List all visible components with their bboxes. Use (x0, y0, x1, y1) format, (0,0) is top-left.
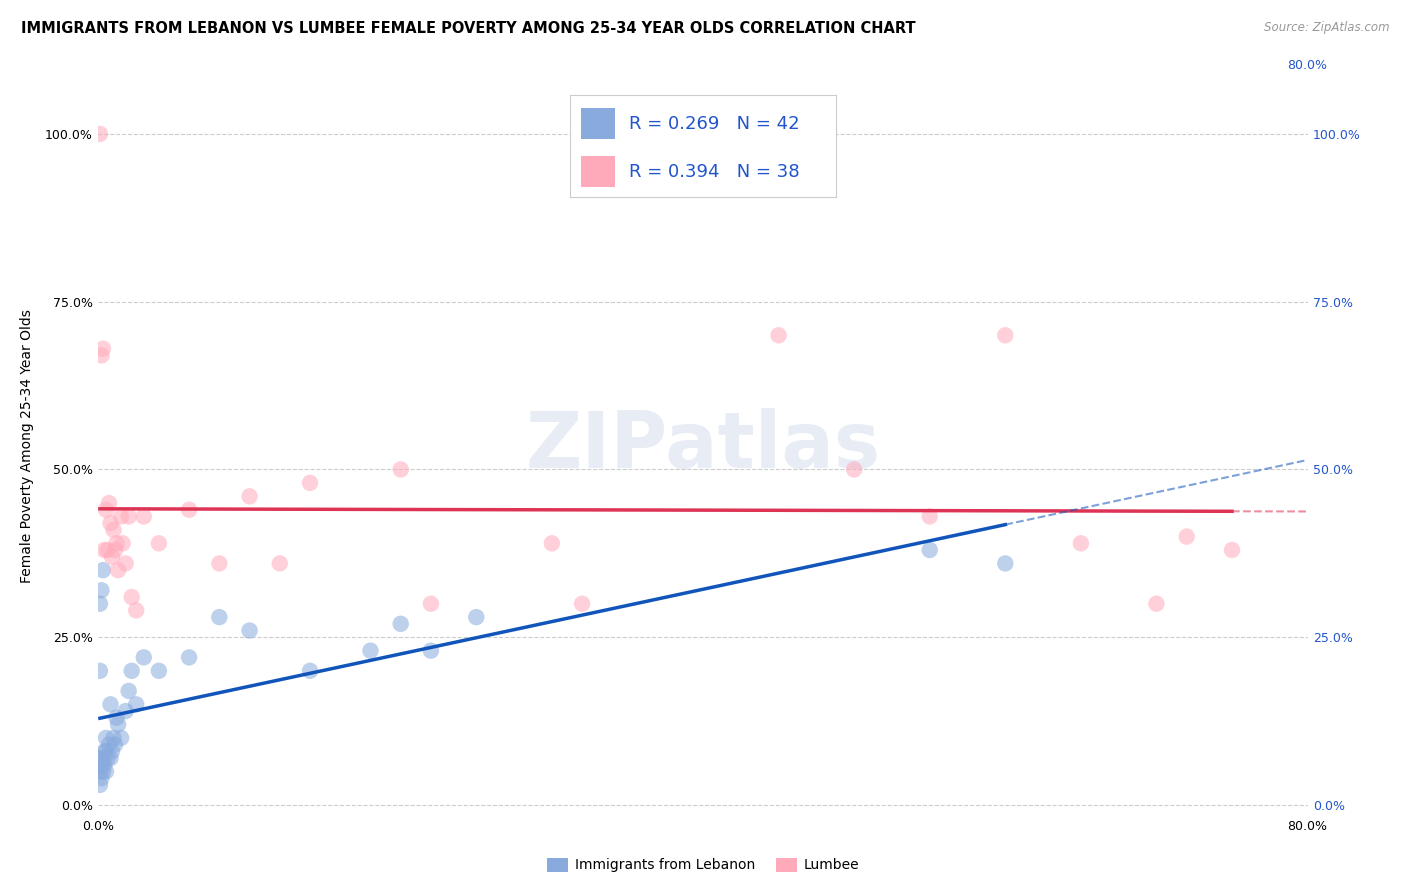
Point (90, 583, 112, 598)
Point (105, 536, 128, 550)
Point (132, 650, 155, 665)
Point (420, 597, 443, 611)
Point (89, 664, 111, 678)
Point (100, 698, 122, 712)
Point (208, 557, 231, 571)
Point (918, 543, 941, 558)
Point (94, 731, 117, 745)
Point (132, 509, 155, 524)
Point (107, 563, 129, 577)
Point (121, 664, 143, 678)
Y-axis label: Female Poverty Among 25-34 Year Olds: Female Poverty Among 25-34 Year Olds (20, 309, 34, 583)
Point (118, 509, 141, 524)
Point (179, 502, 201, 516)
Point (96, 751, 118, 765)
Point (104, 738, 127, 752)
Point (994, 328, 1017, 343)
Text: IMMIGRANTS FROM LEBANON VS LUMBEE FEMALE POVERTY AMONG 25-34 YEAR OLDS CORRELATI: IMMIGRANTS FROM LEBANON VS LUMBEE FEMALE… (21, 21, 915, 36)
Point (918, 509, 941, 524)
Point (994, 557, 1017, 571)
Point (105, 711, 128, 725)
Point (94, 764, 117, 779)
Point (239, 489, 262, 503)
Point (101, 549, 124, 564)
Text: Source: ZipAtlas.com: Source: ZipAtlas.com (1264, 21, 1389, 34)
Point (125, 698, 148, 712)
Point (89, 127, 111, 141)
Point (90, 348, 112, 362)
Point (148, 536, 170, 550)
Point (90, 757, 112, 772)
Point (118, 684, 141, 698)
Point (93, 744, 115, 758)
Point (98, 738, 121, 752)
Point (91, 342, 114, 356)
Point (100, 516, 122, 531)
Point (269, 557, 291, 571)
Point (110, 509, 132, 524)
Point (768, 328, 790, 343)
Point (1070, 536, 1092, 550)
Point (94, 502, 117, 516)
Point (91, 751, 114, 765)
Point (110, 731, 132, 745)
Point (89, 778, 111, 792)
Point (103, 731, 125, 745)
Point (540, 536, 562, 550)
Point (844, 462, 866, 476)
Point (91, 563, 114, 577)
Point (89, 751, 111, 765)
Point (125, 603, 148, 617)
Point (101, 744, 124, 758)
Point (114, 557, 136, 571)
Point (93, 757, 115, 772)
Point (121, 590, 143, 604)
Point (103, 523, 125, 537)
Legend: Immigrants from Lebanon, Lumbee: Immigrants from Lebanon, Lumbee (541, 852, 865, 878)
Point (93, 543, 115, 558)
Point (239, 624, 262, 638)
Point (107, 717, 129, 731)
Point (465, 610, 488, 624)
Text: ZIPatlas: ZIPatlas (526, 408, 880, 484)
Point (1144, 597, 1167, 611)
Point (389, 616, 412, 631)
Point (104, 543, 127, 558)
Point (1220, 543, 1243, 558)
Point (100, 751, 122, 765)
Point (96, 543, 118, 558)
Point (111, 536, 134, 550)
Point (1175, 530, 1198, 544)
Point (179, 650, 201, 665)
Point (389, 462, 412, 476)
Point (420, 643, 443, 657)
Point (89, 764, 111, 779)
Point (299, 475, 322, 490)
Point (89, 597, 111, 611)
Point (94, 744, 117, 758)
Point (114, 704, 136, 718)
Point (90, 771, 112, 785)
Point (360, 643, 382, 657)
Point (571, 597, 593, 611)
Point (299, 664, 322, 678)
Point (91, 764, 114, 779)
Point (208, 610, 231, 624)
Point (148, 664, 170, 678)
Point (98, 496, 121, 510)
